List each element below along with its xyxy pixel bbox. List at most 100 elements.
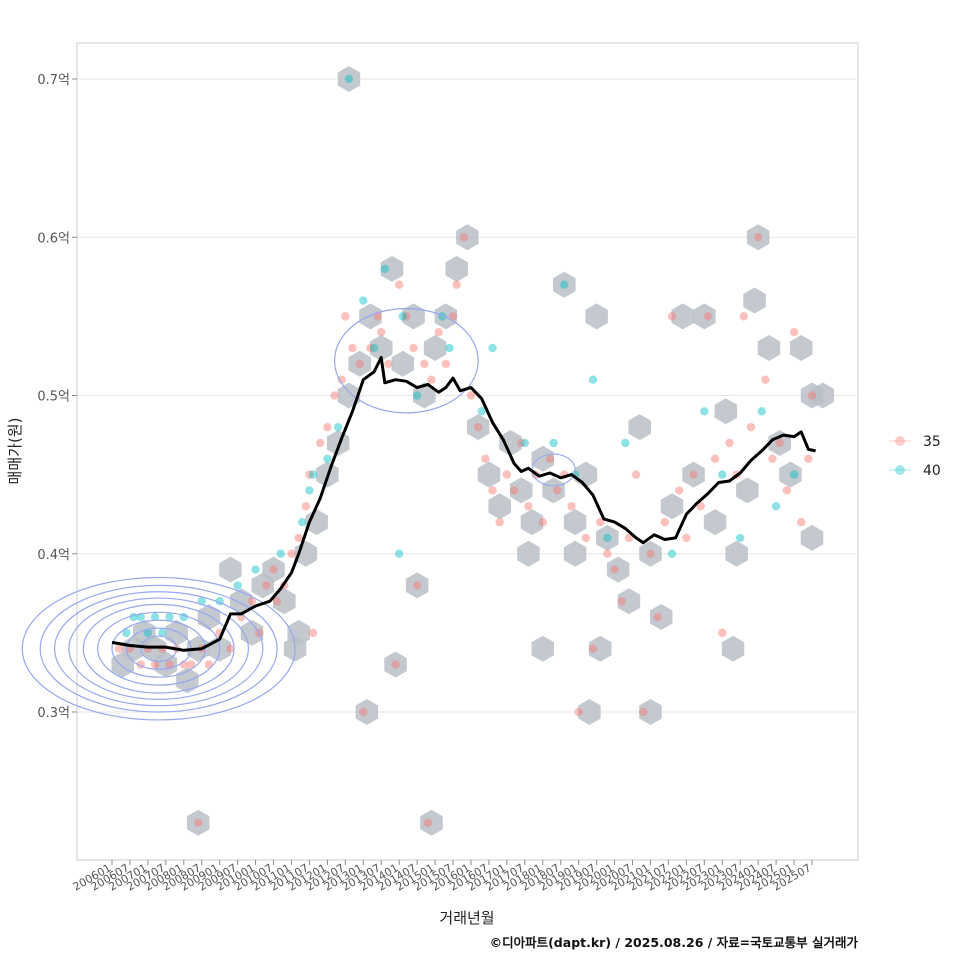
hexbin-cell bbox=[391, 350, 414, 377]
hexbin-cell bbox=[359, 303, 382, 330]
point-40 bbox=[150, 612, 160, 622]
hexbin-cell bbox=[743, 287, 766, 314]
point-35 bbox=[272, 597, 282, 606]
hexbin-cell bbox=[262, 556, 285, 583]
point-40 bbox=[305, 486, 314, 495]
point-35 bbox=[402, 312, 411, 321]
point-35 bbox=[689, 470, 698, 479]
point-40 bbox=[323, 454, 332, 463]
hexbin-cell bbox=[488, 493, 511, 520]
hexbin-cell bbox=[287, 619, 310, 646]
point-40 bbox=[233, 581, 242, 590]
hexbin-cell bbox=[273, 588, 296, 615]
point-40 bbox=[445, 343, 454, 353]
y-tick-label: 0.4억 bbox=[37, 548, 70, 563]
hexbin-cell bbox=[517, 540, 540, 567]
point-35 bbox=[631, 470, 641, 479]
point-35 bbox=[804, 454, 813, 463]
point-35 bbox=[646, 549, 655, 558]
hexbin-cell bbox=[466, 414, 490, 441]
point-40 bbox=[308, 470, 318, 479]
point-40 bbox=[771, 502, 781, 511]
point-35 bbox=[294, 533, 303, 543]
point-35 bbox=[674, 486, 684, 495]
point-40 bbox=[667, 549, 677, 558]
hexbin-cell bbox=[660, 493, 684, 520]
point-35 bbox=[466, 391, 476, 400]
point-40 bbox=[143, 628, 153, 638]
point-35 bbox=[782, 486, 792, 495]
point-35 bbox=[545, 454, 555, 463]
x-axis-ticks: 2006012006072007012007072008012008072009… bbox=[71, 860, 814, 894]
point-35 bbox=[524, 502, 533, 511]
hexbin-cell bbox=[682, 461, 705, 488]
point-35 bbox=[502, 470, 512, 479]
plot-panel bbox=[76, 42, 859, 861]
point-40 bbox=[549, 438, 558, 448]
hexbin-cell bbox=[617, 588, 641, 615]
point-35 bbox=[348, 343, 357, 353]
point-35 bbox=[287, 549, 296, 558]
y-tick-label: 0.6억 bbox=[37, 231, 70, 246]
point-40 bbox=[603, 533, 612, 543]
density-contour bbox=[68, 597, 250, 700]
point-40 bbox=[621, 438, 630, 448]
point-35 bbox=[448, 312, 458, 321]
point-35 bbox=[473, 422, 483, 432]
hexbin-cell bbox=[757, 335, 781, 361]
point-35 bbox=[797, 517, 806, 527]
hexbin-cell bbox=[650, 604, 673, 630]
point-35 bbox=[323, 422, 332, 432]
hexbin-cell bbox=[790, 335, 813, 361]
legend-label-40: 40 bbox=[923, 463, 941, 479]
legend-item-40: 40 bbox=[889, 463, 941, 479]
hexbin-cell bbox=[736, 477, 759, 504]
point-35 bbox=[495, 517, 504, 527]
hexbin-cell bbox=[337, 66, 361, 92]
hexbin-cell bbox=[402, 303, 425, 330]
hexbin-cell bbox=[531, 635, 554, 662]
point-35 bbox=[574, 707, 583, 717]
hexbin-cell bbox=[721, 635, 745, 662]
hexbin-cell bbox=[746, 224, 770, 251]
point-35 bbox=[366, 343, 375, 353]
point-35 bbox=[377, 328, 386, 337]
point-35 bbox=[718, 628, 727, 638]
legend-item-35: 35 bbox=[889, 434, 941, 450]
hexbin-cell bbox=[456, 224, 479, 251]
point-35 bbox=[384, 359, 393, 369]
point-35 bbox=[373, 312, 382, 321]
hexbin-cell bbox=[563, 509, 587, 536]
point-40 bbox=[380, 264, 390, 274]
hexbin-cell bbox=[714, 398, 738, 425]
point-35 bbox=[262, 581, 271, 590]
point-35 bbox=[305, 470, 314, 479]
point-40 bbox=[588, 375, 598, 384]
point-35 bbox=[394, 280, 404, 289]
point-40 bbox=[700, 407, 709, 416]
point-35 bbox=[420, 359, 429, 369]
point-40 bbox=[718, 470, 727, 479]
point-35 bbox=[807, 391, 817, 400]
point-35 bbox=[710, 454, 720, 463]
point-40 bbox=[122, 628, 131, 638]
point-35 bbox=[696, 502, 705, 511]
point-35 bbox=[667, 312, 677, 321]
point-35 bbox=[247, 597, 257, 606]
point-35 bbox=[617, 597, 626, 606]
density-contour bbox=[97, 611, 221, 686]
point-35 bbox=[186, 660, 196, 669]
point-35 bbox=[509, 486, 519, 495]
y-axis-ticks: 0.3억 0.4억 0.5억 0.6억 0.7억 bbox=[37, 73, 77, 721]
point-35 bbox=[596, 517, 605, 527]
point-35 bbox=[269, 565, 278, 574]
y-tick-label: 0.3억 bbox=[37, 706, 70, 721]
hexbin-cell bbox=[563, 540, 587, 567]
hexbin-cell bbox=[445, 255, 468, 282]
legend-label-35: 35 bbox=[923, 434, 941, 450]
point-35 bbox=[337, 375, 346, 384]
hexbin-cell bbox=[384, 651, 407, 678]
hexbin-cell bbox=[380, 255, 404, 282]
point-35 bbox=[538, 517, 547, 527]
